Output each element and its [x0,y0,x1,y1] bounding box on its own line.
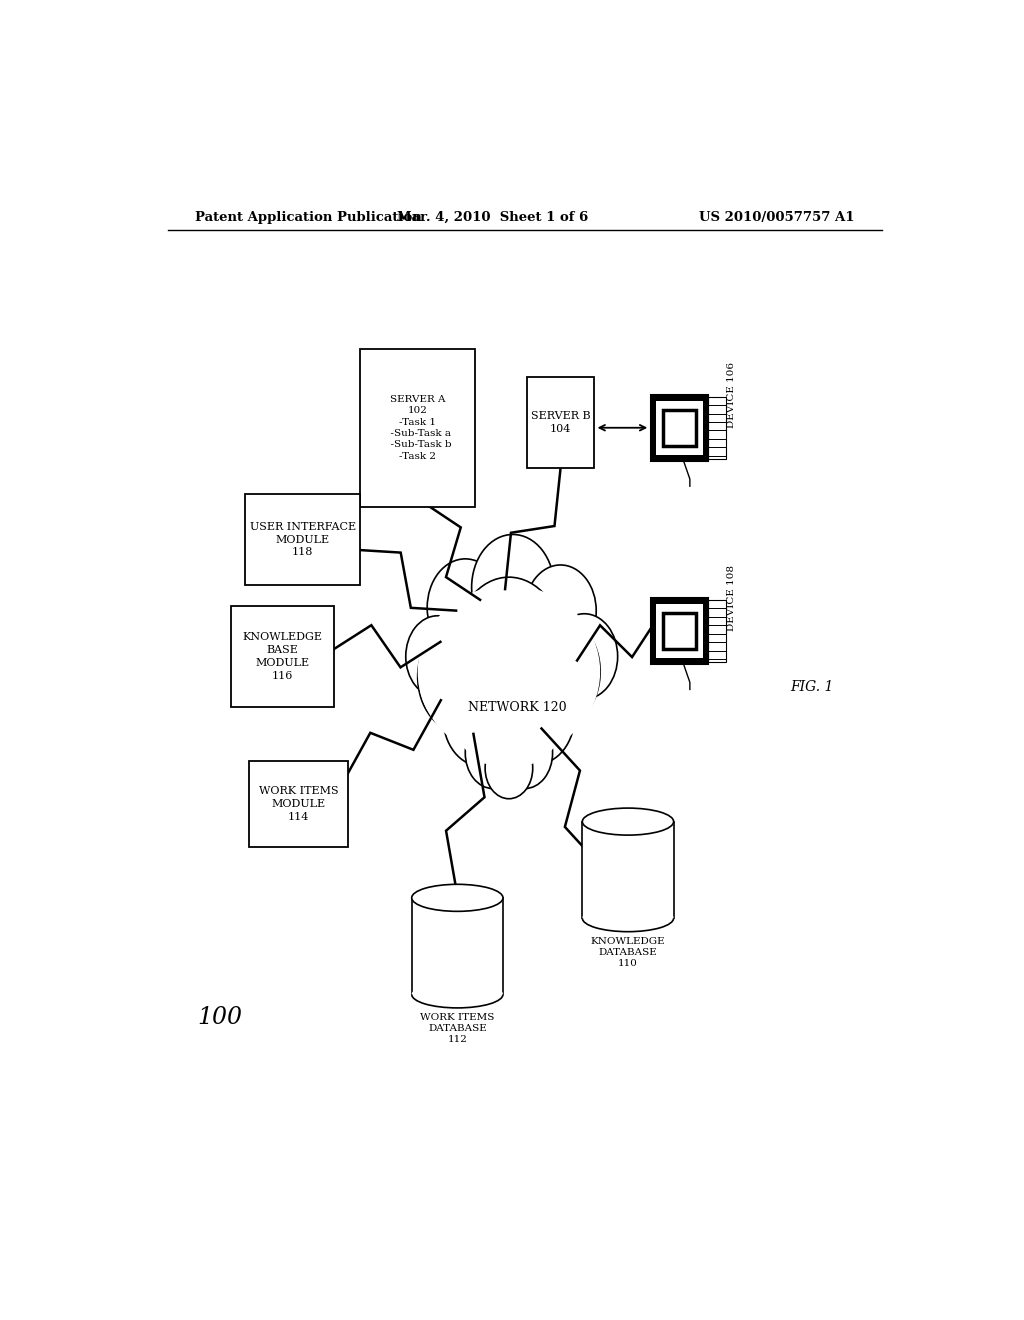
FancyBboxPatch shape [655,605,703,657]
Text: US 2010/0057757 A1: US 2010/0057757 A1 [698,211,854,224]
Text: Mar. 4, 2010  Sheet 1 of 6: Mar. 4, 2010 Sheet 1 of 6 [397,211,589,224]
FancyBboxPatch shape [249,760,348,847]
Bar [412,898,503,994]
Ellipse shape [412,884,503,911]
Text: KNOWLEDGE
BASE
MODULE
116: KNOWLEDGE BASE MODULE 116 [243,632,323,681]
Bar [583,821,674,919]
Ellipse shape [412,981,503,1008]
Text: USER INTERFACE
MODULE
118: USER INTERFACE MODULE 118 [250,521,355,557]
Text: SERVER B
104: SERVER B 104 [530,412,590,434]
Text: SERVER A
102
-Task 1
  -Sub-Task a
  -Sub-Task b
-Task 2: SERVER A 102 -Task 1 -Sub-Task a -Sub-Ta… [384,395,452,461]
Ellipse shape [458,686,560,768]
Circle shape [475,690,543,775]
Text: WORK ITEMS
MODULE
114: WORK ITEMS MODULE 114 [259,785,339,821]
Text: WORK ITEMS
DATABASE
112: WORK ITEMS DATABASE 112 [420,1012,495,1044]
FancyBboxPatch shape [663,411,696,446]
FancyBboxPatch shape [655,401,703,454]
FancyBboxPatch shape [245,494,360,585]
Circle shape [418,620,505,733]
Ellipse shape [583,808,674,836]
Text: Patent Application Publication: Patent Application Publication [196,211,422,224]
Circle shape [455,577,563,715]
FancyBboxPatch shape [651,598,709,664]
Circle shape [513,615,600,727]
Circle shape [465,718,521,788]
Circle shape [499,667,574,764]
FancyBboxPatch shape [360,348,475,507]
Circle shape [524,565,596,656]
Text: 100: 100 [198,1006,243,1028]
Text: DEVICE 108: DEVICE 108 [727,565,736,631]
Circle shape [497,718,553,788]
Text: NETWORK 120: NETWORK 120 [468,701,566,714]
Circle shape [443,669,519,766]
Text: KNOWLEDGE
DATABASE
110: KNOWLEDGE DATABASE 110 [591,937,666,968]
FancyBboxPatch shape [663,614,696,649]
FancyBboxPatch shape [651,395,709,461]
Circle shape [485,738,532,799]
Ellipse shape [418,585,600,758]
Text: DEVICE 106: DEVICE 106 [727,362,736,428]
FancyBboxPatch shape [526,378,594,469]
Text: FIG. 1: FIG. 1 [791,680,834,694]
FancyBboxPatch shape [231,606,334,708]
Circle shape [406,616,469,697]
Circle shape [427,558,504,656]
Circle shape [551,614,617,700]
Ellipse shape [583,904,674,932]
Circle shape [472,535,554,640]
